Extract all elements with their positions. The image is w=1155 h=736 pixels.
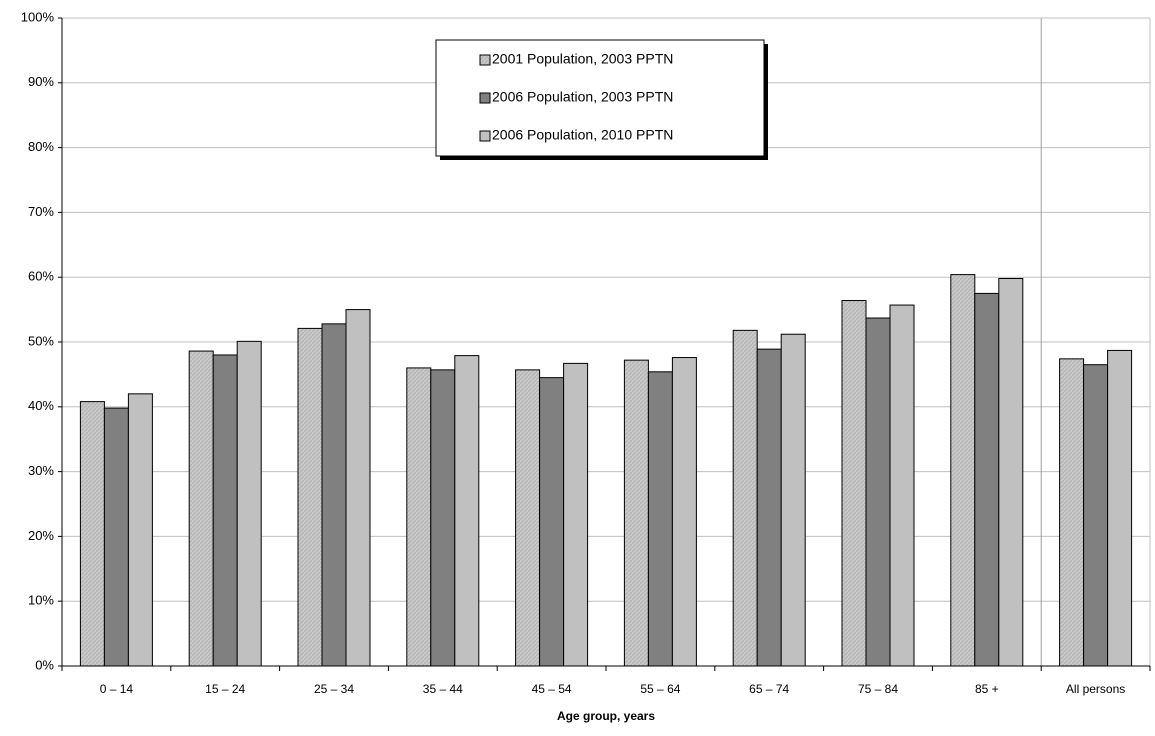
bar xyxy=(998,277,1024,667)
y-tick-label: 60% xyxy=(28,269,54,284)
legend-label: 2006 Population, 2010 PPTN xyxy=(492,127,673,143)
bar xyxy=(539,377,565,667)
bar xyxy=(430,369,456,667)
legend-swatch xyxy=(479,92,491,104)
x-tick-label: All persons xyxy=(1066,682,1125,696)
y-tick-label: 0% xyxy=(35,657,54,672)
bar xyxy=(1059,358,1085,667)
legend-label: 2006 Population, 2003 PPTN xyxy=(492,89,673,105)
bar xyxy=(212,354,238,667)
x-tick-label: 85 + xyxy=(975,682,999,696)
x-tick-label: 55 – 64 xyxy=(640,682,680,696)
y-tick-label: 90% xyxy=(28,74,54,89)
y-tick-label: 10% xyxy=(28,593,54,608)
x-tick-label: 65 – 74 xyxy=(749,682,789,696)
legend-swatch xyxy=(479,130,491,142)
y-tick-label: 70% xyxy=(28,204,54,219)
y-tick-label: 50% xyxy=(28,333,54,348)
bar xyxy=(889,304,915,667)
x-tick-label: 35 – 44 xyxy=(423,682,463,696)
bar xyxy=(1083,364,1109,667)
x-tick-label: 15 – 24 xyxy=(205,682,245,696)
x-axis-title: Age group, years xyxy=(557,709,655,723)
bar xyxy=(732,329,758,667)
bar xyxy=(974,292,1000,667)
bar xyxy=(841,300,867,667)
bar xyxy=(563,362,589,667)
bar xyxy=(671,357,697,667)
bar xyxy=(780,333,806,667)
y-tick-label: 20% xyxy=(28,528,54,543)
x-tick-label: 75 – 84 xyxy=(858,682,898,696)
legend-label: 2001 Population, 2003 PPTN xyxy=(492,51,673,67)
bar xyxy=(236,340,262,667)
y-tick-label: 30% xyxy=(28,463,54,478)
bar xyxy=(297,327,323,667)
bar xyxy=(406,367,432,667)
y-tick-label: 40% xyxy=(28,398,54,413)
bar xyxy=(950,274,976,667)
x-tick-label: 45 – 54 xyxy=(532,682,572,696)
y-tick-label: 100% xyxy=(21,9,55,24)
bar xyxy=(647,371,673,667)
legend-swatch xyxy=(479,54,491,66)
bar xyxy=(345,309,371,667)
bar xyxy=(1107,349,1133,667)
bar xyxy=(756,348,782,667)
x-tick-label: 0 – 14 xyxy=(100,682,134,696)
bar xyxy=(103,407,129,667)
bar xyxy=(321,323,347,667)
bar xyxy=(865,317,891,667)
bar xyxy=(515,369,541,667)
bar xyxy=(127,393,153,667)
bar xyxy=(454,355,480,667)
bar xyxy=(79,401,105,667)
y-tick-label: 80% xyxy=(28,139,54,154)
x-tick-label: 25 – 34 xyxy=(314,682,354,696)
bar xyxy=(188,350,214,667)
bar xyxy=(623,359,649,667)
legend xyxy=(435,39,765,157)
